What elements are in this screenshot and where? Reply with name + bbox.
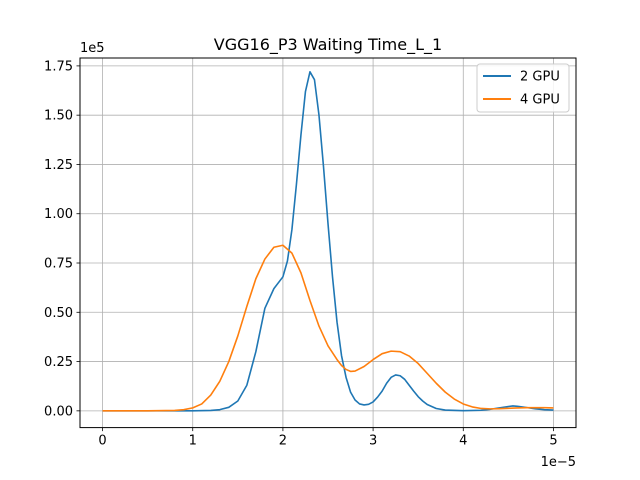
y-tick-label: 0.50	[44, 306, 73, 321]
y-tick-label: 1.75	[44, 59, 73, 74]
plot-frame	[79, 57, 577, 429]
y-tick-label: 0.75	[44, 257, 73, 272]
series-line-4-gpu	[102, 244, 554, 412]
y-tick-label: 0.25	[44, 355, 73, 370]
x-tick-label: 0	[98, 434, 106, 449]
legend-label: 4 GPU	[520, 93, 560, 108]
y-tick-label: 1.00	[44, 207, 73, 222]
y-offset-label: 1e5	[80, 41, 105, 56]
legend: 2 GPU 4 GPU	[476, 63, 570, 113]
series-line-2-gpu	[102, 71, 554, 412]
y-tick-label: 1.50	[44, 109, 73, 124]
x-tick-label: 5	[549, 434, 557, 449]
y-tick-label: 1.25	[44, 158, 73, 173]
x-tick-label: 2	[279, 434, 287, 449]
axis-ticks: 0 1 2 3 4 5 0.00 0.25 0.50 0.75 1.00 1.25 1.50 1.75	[44, 59, 558, 448]
x-tick-label: 3	[369, 434, 377, 449]
series-lines	[102, 71, 554, 412]
x-offset-label: 1e−5	[541, 455, 576, 470]
legend-label: 2 GPU	[520, 70, 560, 85]
x-tick-label: 1	[189, 434, 197, 449]
chart-title: VGG16_P3 Waiting Time_L_1	[214, 35, 442, 55]
x-tick-label: 4	[459, 434, 467, 449]
y-tick-label: 0.00	[44, 404, 73, 419]
